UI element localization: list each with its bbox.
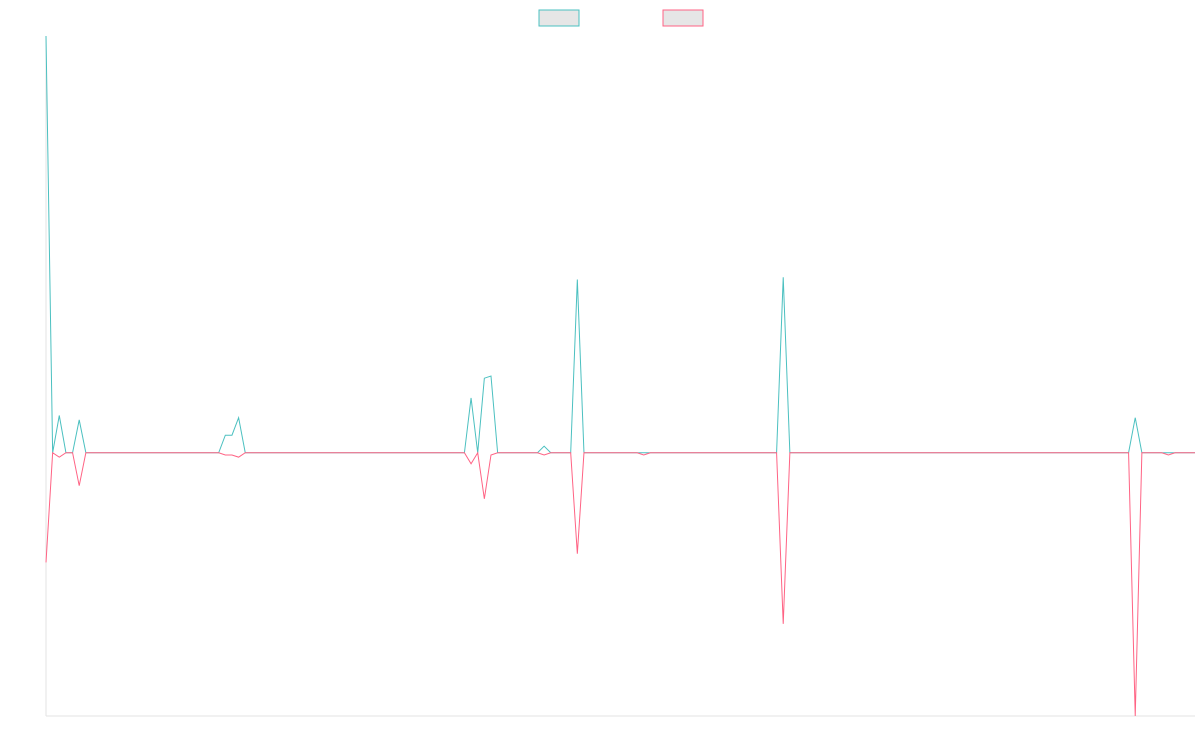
legend-item-2[interactable] <box>662 9 704 27</box>
legend-item-1[interactable] <box>538 9 580 27</box>
series-line-1 <box>45 35 1195 454</box>
chart-axes <box>45 36 1195 717</box>
chart-series-layer <box>45 35 1195 717</box>
legend-swatch-2[interactable] <box>662 9 704 27</box>
legend-swatch-1[interactable] <box>538 9 580 27</box>
series-line-2 <box>45 451 1195 717</box>
chart-legend[interactable] <box>538 9 704 27</box>
